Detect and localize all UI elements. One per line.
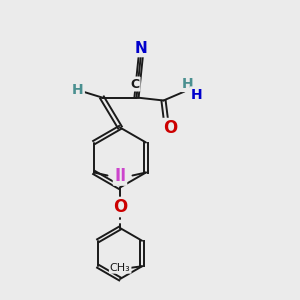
Text: O: O [113,198,127,216]
Text: H: H [182,77,193,91]
Text: CH₃: CH₃ [110,263,130,273]
Text: H: H [72,83,84,97]
Text: H: H [191,88,202,101]
Text: I: I [120,167,126,184]
Text: N: N [135,41,147,56]
Text: I: I [114,167,120,184]
Text: O: O [163,119,177,137]
Text: C: C [130,77,140,91]
